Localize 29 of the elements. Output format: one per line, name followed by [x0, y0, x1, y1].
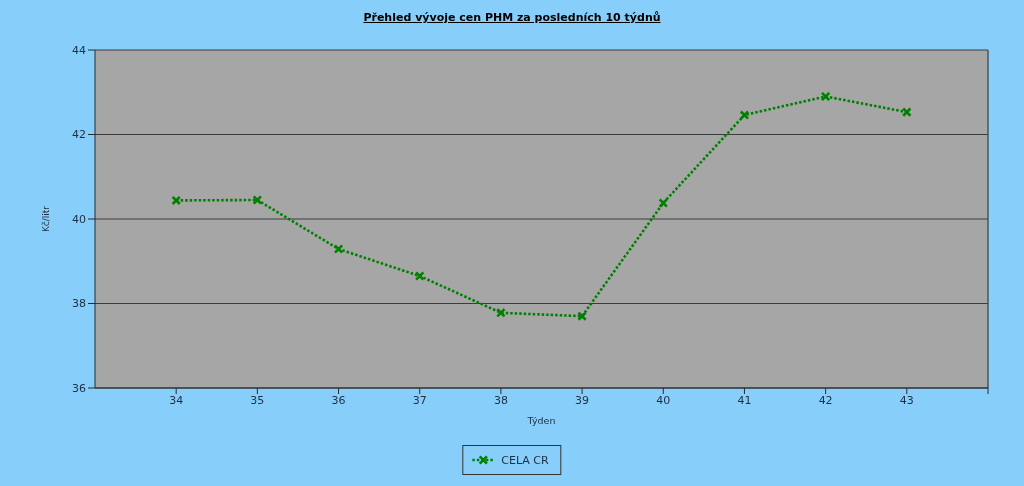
y-tick-label: 40: [72, 212, 86, 226]
point: [171, 195, 182, 206]
y-tick-label: 44: [72, 43, 86, 57]
x-tick-label: 36: [331, 393, 346, 407]
x-tick-label: 40: [656, 393, 671, 407]
x-tick-label: 41: [737, 393, 752, 407]
point: [577, 311, 587, 322]
y-tick-label: 42: [72, 128, 86, 142]
x-tick-label: 39: [575, 393, 590, 407]
x-axis-title: Týden: [526, 415, 556, 426]
point: [658, 198, 669, 208]
y-axis-title: Kč/litr: [41, 205, 52, 233]
y-tick-label: 36: [72, 381, 86, 395]
point: [414, 271, 425, 281]
point: [820, 91, 831, 102]
x-tick-label: 42: [818, 393, 833, 407]
legend-label: CELA CR: [501, 453, 549, 467]
x-tick-label: 37: [412, 393, 427, 407]
point: [333, 244, 344, 254]
x-tick-label: 35: [250, 393, 265, 407]
point: [496, 307, 506, 318]
point: [252, 195, 263, 205]
x-tick-label: 43: [899, 393, 914, 407]
point: [739, 110, 750, 120]
x-tick-label: 38: [493, 393, 508, 407]
point: [901, 107, 912, 118]
chart-title: Přehled vývoje cen PHM za posledních 10 týdnů: [362, 11, 662, 24]
y-tick-label: 38: [72, 297, 86, 311]
x-tick-label: 34: [169, 393, 184, 407]
